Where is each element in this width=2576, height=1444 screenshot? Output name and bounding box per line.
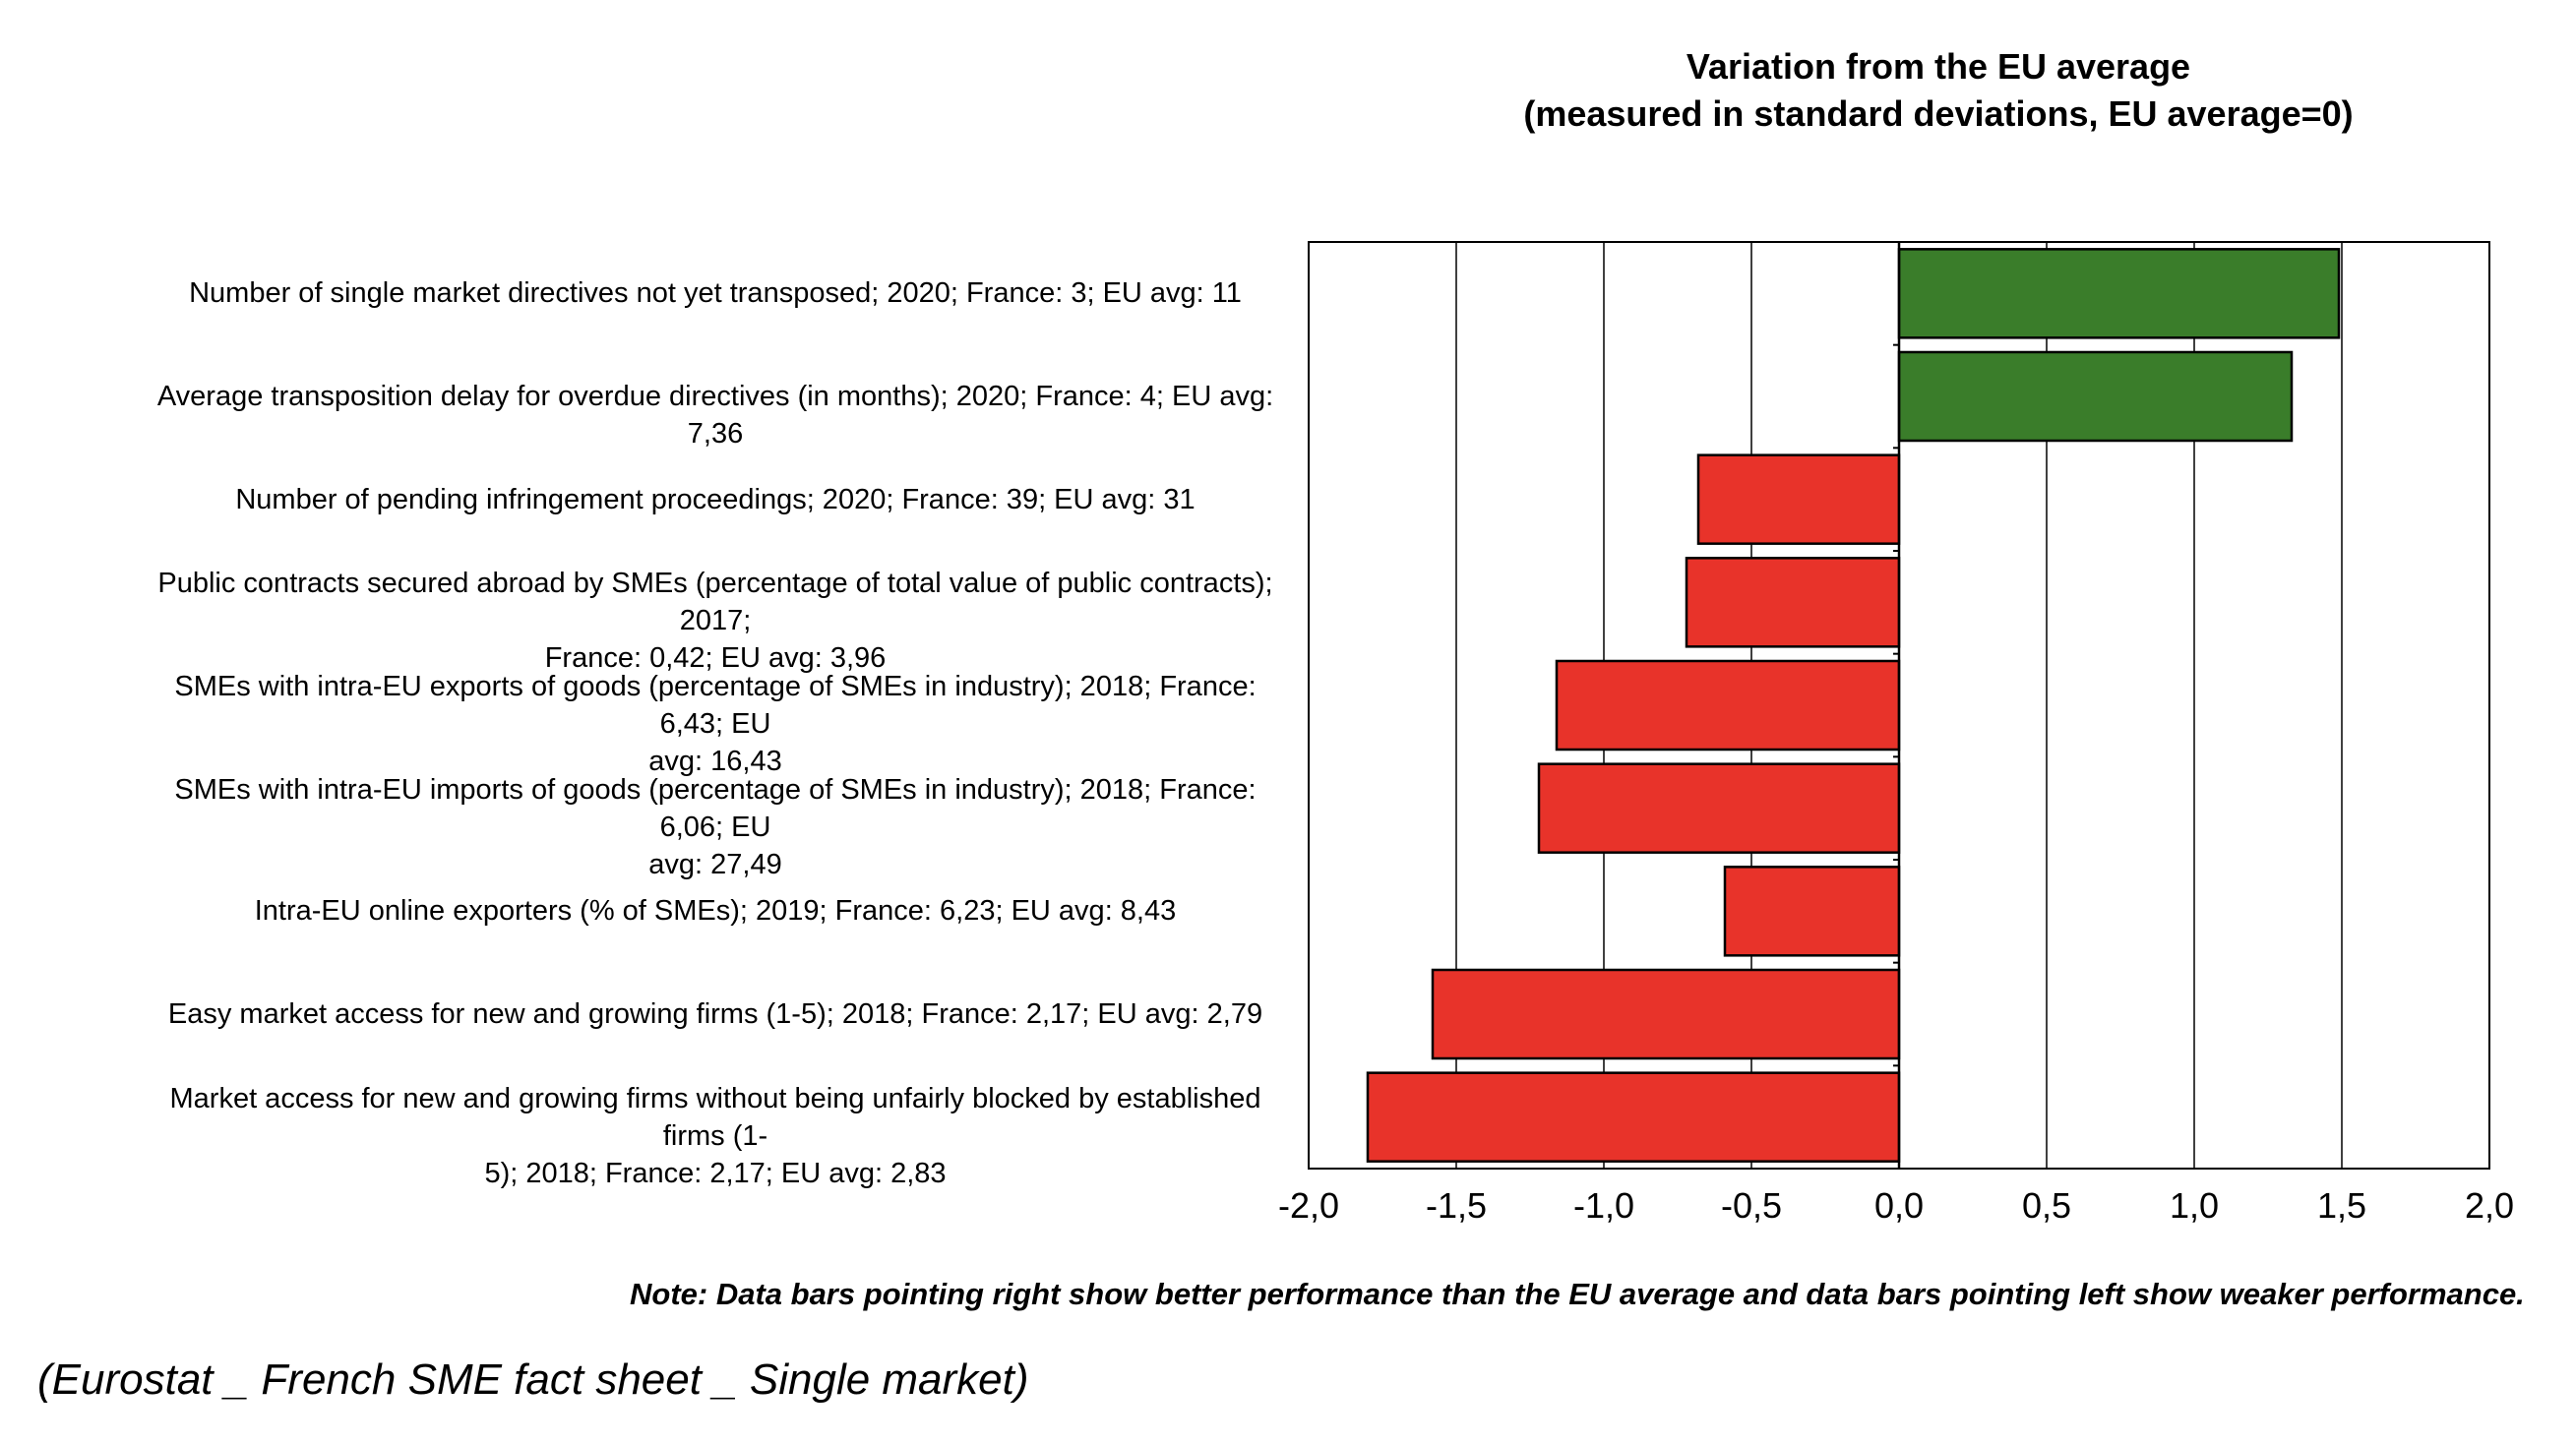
x-tick-label: 1,5 xyxy=(2317,1185,2366,1226)
chart-title-block: Variation from the EU average (measured … xyxy=(1299,43,2576,138)
x-tick-label: -1,5 xyxy=(1426,1185,1487,1226)
bar xyxy=(1366,1071,1901,1163)
category-label-line: Public contracts secured abroad by SMEs … xyxy=(157,568,1273,637)
category-label-line: Number of pending infringement proceedin… xyxy=(235,483,1196,515)
chart-subtitle: (measured in standard deviations, EU ave… xyxy=(1523,93,2354,134)
category-label: Intra-EU online exporters (% of SMEs); 2… xyxy=(140,892,1291,930)
bar xyxy=(1723,866,1901,957)
bar xyxy=(1897,350,2294,443)
category-label-line: avg: 16,43 xyxy=(648,746,782,777)
bar xyxy=(1537,762,1901,854)
x-tick-label: 2,0 xyxy=(2465,1185,2514,1226)
x-tick-label: -0,5 xyxy=(1721,1185,1782,1226)
category-label: SMEs with intra-EU exports of goods (per… xyxy=(140,668,1291,780)
bar xyxy=(1696,453,1901,545)
category-label-line: SMEs with intra-EU exports of goods (per… xyxy=(174,671,1257,740)
category-label: Average transposition delay for overdue … xyxy=(140,378,1291,452)
x-tick-label: 1,0 xyxy=(2170,1185,2219,1226)
category-label: Number of single market directives not y… xyxy=(140,274,1291,312)
bar-chart: -2,0 -1,5 -1,0 -0,5 0,0 0,5 1,0 1,5 2,0 xyxy=(1278,241,2514,1226)
bar xyxy=(1897,248,2341,339)
category-label-line: SMEs with intra-EU imports of goods (per… xyxy=(174,773,1257,843)
category-label: Public contracts secured abroad by SMEs … xyxy=(140,565,1291,677)
bar xyxy=(1555,659,1901,752)
category-label-line: Intra-EU online exporters (% of SMEs); 2… xyxy=(254,895,1177,928)
chart-title: Variation from the EU average xyxy=(1686,46,2191,87)
chart-note: Note: Data bars pointing right show bett… xyxy=(630,1277,2525,1311)
bar xyxy=(1431,968,1901,1060)
category-label-line: 5); 2018; France: 2,17; EU avg: 2,83 xyxy=(484,1157,947,1189)
category-label-line: Easy market access for new and growing f… xyxy=(167,998,1263,1030)
category-label-line: Market access for new and growing firms … xyxy=(169,1082,1261,1152)
x-tick-label: 0,5 xyxy=(2022,1185,2071,1226)
x-tick-label: 0,0 xyxy=(1874,1185,1924,1226)
category-label: Market access for new and growing firms … xyxy=(140,1080,1291,1192)
category-label-line: Average transposition delay for overdue … xyxy=(156,381,1274,450)
x-tick-label: -2,0 xyxy=(1278,1185,1339,1226)
category-label-line: avg: 27,49 xyxy=(648,848,782,880)
source-caption: (Eurostat _ French SME fact sheet _ Sing… xyxy=(37,1355,1029,1404)
category-label-line: France: 0,42; EU avg: 3,96 xyxy=(544,642,887,675)
category-label: Number of pending infringement proceedin… xyxy=(140,481,1291,518)
bar xyxy=(1685,557,1901,648)
category-label-line: Number of single market directives not y… xyxy=(189,277,1242,310)
x-tick-label: -1,0 xyxy=(1573,1185,1634,1226)
category-label: Easy market access for new and growing f… xyxy=(140,995,1291,1033)
category-label: SMEs with intra-EU imports of goods (per… xyxy=(140,771,1291,883)
